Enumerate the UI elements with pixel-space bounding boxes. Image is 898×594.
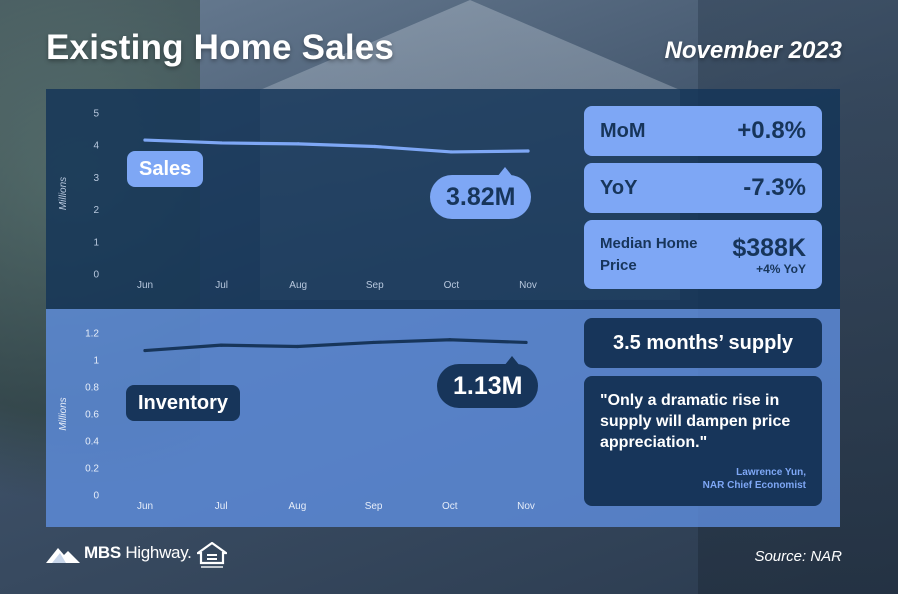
sales-data-point: [143, 138, 147, 142]
yoy-value: -7.3%: [743, 174, 806, 201]
equal-housing-icon: [197, 542, 227, 568]
inventory-x-tick-label: Jul: [215, 501, 228, 512]
inventory-y-tick-label: 1: [93, 356, 99, 367]
sales-y-tick-label: 4: [93, 141, 99, 152]
sales-x-tick-label: Jun: [137, 280, 153, 291]
inventory-y-axis-label: Millions: [58, 397, 69, 430]
inventory-y-tick-label: 0: [93, 491, 99, 502]
sales-data-point: [449, 150, 453, 154]
inventory-data-point: [219, 343, 223, 347]
inventory-y-tick-label: 1.2: [85, 329, 99, 340]
inventory-chart: Millions 0 0.2 0.4 0.6 0.8 1 1.2 Jun Jul Aug Sep Oct…: [58, 329, 535, 513]
source-note: Source: NAR: [754, 548, 842, 565]
sales-data-point: [296, 142, 300, 146]
sales-x-tick-label: Oct: [444, 280, 460, 291]
sales-y-tick-label: 2: [93, 205, 99, 216]
inventory-y-tick-label: 0.8: [85, 383, 99, 394]
inventory-x-tick-label: Nov: [517, 501, 535, 512]
quote-text: "Only a dramatic rise in supply will dam…: [600, 392, 791, 451]
median-price-label: Median Home Price: [600, 234, 698, 274]
mom-value: +0.8%: [737, 117, 806, 144]
yoy-card: YoY -7.3%: [584, 163, 822, 213]
brand-name: MBS Highway.: [84, 543, 192, 562]
inventory-y-tick-label: 0.2: [85, 464, 99, 475]
inventory-data-point: [143, 348, 147, 353]
sales-chart: Millions 0 1 2 3 4 5 Jun Jul Aug Sep Oct Nov: [58, 109, 537, 292]
supply-card: 3.5 months’ supply: [584, 318, 822, 368]
report-date: November 2023: [664, 37, 842, 64]
inventory-y-tick-label: 0.4: [85, 437, 99, 448]
sales-y-tick-label: 5: [93, 109, 99, 120]
mountain-logo-icon: [46, 548, 80, 563]
inventory-data-point: [448, 338, 452, 342]
inventory-data-point: [295, 344, 299, 349]
sales-y-tick-label: 3: [93, 173, 99, 184]
sales-x-tick-label: Jul: [215, 280, 228, 291]
sales-x-tick-label: Aug: [289, 280, 307, 291]
mom-label: MoM: [600, 119, 646, 142]
page-title: Existing Home Sales: [46, 28, 395, 67]
inventory-x-tick-label: Sep: [365, 501, 383, 512]
inventory-data-point: [524, 340, 528, 345]
quote-card: "Only a dramatic rise in supply will dam…: [584, 376, 822, 506]
mom-card: MoM +0.8%: [584, 106, 822, 156]
inventory-series-line: [143, 338, 528, 353]
median-price-change: +4% YoY: [756, 261, 806, 276]
sales-series-line: [143, 138, 530, 154]
sales-data-point: [373, 144, 377, 149]
sales-y-tick-label: 1: [93, 237, 99, 248]
brand-logo: MBS Highway.: [46, 543, 192, 563]
sales-y-axis-label: Millions: [58, 177, 69, 210]
sales-data-point: [220, 141, 224, 145]
sales-data-point: [526, 149, 530, 153]
quote-role: NAR Chief Economist: [702, 480, 806, 491]
sales-series-label: Sales: [127, 151, 204, 187]
sales-y-tick-label: 0: [93, 270, 99, 281]
sales-x-tick-label: Nov: [519, 280, 537, 291]
median-price-card: Median Home Price $388K +4% YoY: [584, 220, 822, 289]
inventory-x-tick-label: Jun: [137, 501, 153, 512]
yoy-label: YoY: [600, 176, 638, 199]
sales-value-callout: 3.82M: [430, 167, 532, 219]
inventory-data-point: [372, 340, 376, 345]
inventory-y-tick-label: 0.6: [85, 410, 99, 421]
inventory-series-label: Inventory: [126, 385, 241, 421]
inventory-x-tick-label: Oct: [442, 501, 458, 512]
inventory-value-callout: 1.13M: [437, 356, 539, 408]
quote-author: Lawrence Yun,: [736, 467, 806, 478]
sales-x-tick-label: Sep: [366, 280, 384, 291]
median-price-value: $388K: [732, 233, 806, 262]
inventory-x-tick-label: Aug: [289, 501, 307, 512]
quote-attribution: Lawrence Yun, NAR Chief Economist: [703, 466, 806, 492]
